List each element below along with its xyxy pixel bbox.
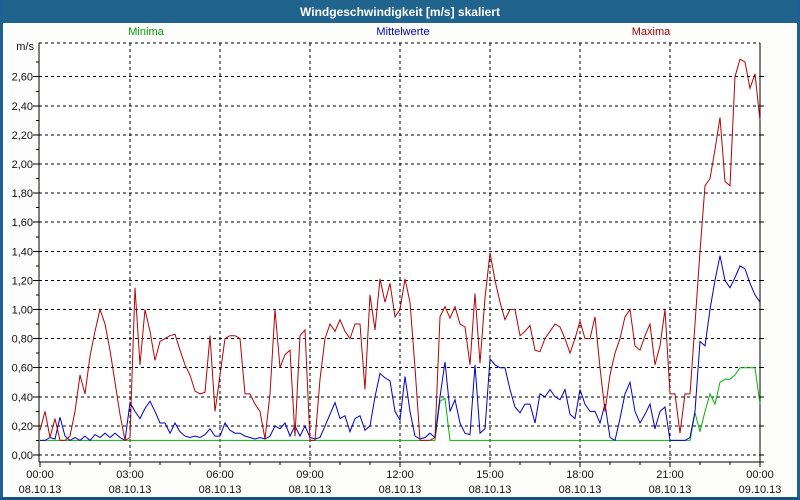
x-tick-time-label: 00:00 <box>26 469 54 481</box>
x-tick-date-label: 08.10.13 <box>559 484 602 496</box>
y-tick-label: 0,60 <box>12 363 33 375</box>
y-tick-label: 1,80 <box>12 188 33 200</box>
x-tick-date-label: 08.10.13 <box>379 484 422 496</box>
x-tick-time-label: 00:00 <box>746 469 774 481</box>
y-tick-label: 0,00 <box>12 450 33 462</box>
y-tick-label: 0,20 <box>12 421 33 433</box>
y-tick-label: 0,80 <box>12 334 33 346</box>
x-tick-time-label: 03:00 <box>116 469 144 481</box>
y-tick-label: 1,00 <box>12 305 33 317</box>
series-line-mittelwerte <box>40 255 761 442</box>
y-tick-label: 1,60 <box>12 217 33 229</box>
x-tick-time-label: 21:00 <box>656 469 684 481</box>
x-tick-time-label: 09:00 <box>296 469 324 481</box>
y-tick-label: 2,00 <box>12 159 33 171</box>
legend-item-maxima: Maxima <box>631 26 671 38</box>
x-tick-date-label: 08.10.13 <box>649 484 692 496</box>
series-line-maxima <box>39 58 761 442</box>
legend-item-mittelwerte: Mittelwerte <box>376 26 430 38</box>
y-tick-label: 2,60 <box>12 72 33 84</box>
page-title: Windgeschwindigkeit [m/s] skaliert <box>300 4 500 19</box>
y-tick-label: 2,40 <box>12 101 33 113</box>
x-tick-time-label: 15:00 <box>476 469 504 481</box>
x-tick-time-label: 06:00 <box>206 469 234 481</box>
x-tick-date-label: 09.10.13 <box>739 484 782 496</box>
x-tick-date-label: 08.10.13 <box>19 484 62 496</box>
y-tick-label: 1,20 <box>12 275 33 287</box>
legend-item-minima: Minima <box>128 26 164 38</box>
y-axis-unit-label: m/s <box>16 41 34 53</box>
y-tick-label: 0,40 <box>12 392 33 404</box>
title-bar: Windgeschwindigkeit [m/s] skaliert <box>3 0 797 23</box>
x-tick-time-label: 18:00 <box>566 469 594 481</box>
x-tick-date-label: 08.10.13 <box>199 484 242 496</box>
x-tick-date-label: 08.10.13 <box>289 484 332 496</box>
x-tick-date-label: 08.10.13 <box>469 484 512 496</box>
y-tick-label: 2,20 <box>12 130 33 142</box>
x-tick-date-label: 08.10.13 <box>109 484 152 496</box>
series-line-minima <box>40 367 761 441</box>
y-tick-label: 1,40 <box>12 246 33 258</box>
x-tick-time-label: 12:00 <box>386 469 414 481</box>
